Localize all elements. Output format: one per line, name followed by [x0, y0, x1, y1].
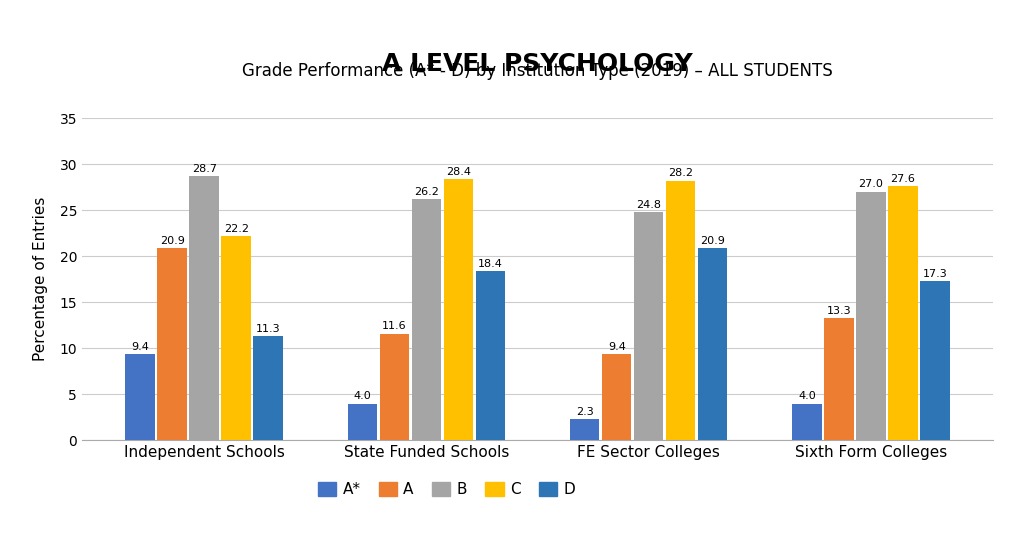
Text: 11.3: 11.3: [256, 324, 281, 334]
Text: 22.2: 22.2: [223, 224, 249, 234]
Bar: [856, 192, 886, 440]
Text: 28.4: 28.4: [446, 166, 471, 177]
Text: 26.2: 26.2: [414, 187, 439, 197]
Text: 13.3: 13.3: [826, 306, 851, 316]
Bar: [348, 403, 377, 440]
Text: 28.7: 28.7: [191, 164, 217, 174]
Bar: [443, 179, 473, 440]
Text: 20.9: 20.9: [160, 236, 184, 245]
Bar: [698, 248, 727, 440]
Text: 4.0: 4.0: [798, 391, 816, 401]
Bar: [824, 318, 854, 440]
Bar: [666, 181, 695, 440]
Title: Grade Performance (A* - D) by Institution Type (2019) – ALL STUDENTS: Grade Performance (A* - D) by Institutio…: [243, 62, 833, 81]
Bar: [888, 186, 918, 440]
Text: 24.8: 24.8: [636, 200, 662, 210]
Legend: A*, A, B, C, D: A*, A, B, C, D: [312, 476, 581, 504]
Bar: [793, 403, 821, 440]
Bar: [221, 236, 251, 440]
Text: 28.2: 28.2: [669, 169, 693, 178]
Text: 2.3: 2.3: [575, 407, 594, 417]
Bar: [634, 212, 664, 440]
Text: A LEVEL PSYCHOLOGY: A LEVEL PSYCHOLOGY: [382, 52, 693, 76]
Text: 27.0: 27.0: [858, 179, 884, 190]
Y-axis label: Percentage of Entries: Percentage of Entries: [34, 197, 48, 361]
Bar: [380, 333, 410, 440]
Bar: [158, 248, 187, 440]
Text: 17.3: 17.3: [923, 269, 947, 279]
Text: 18.4: 18.4: [478, 259, 503, 268]
Text: 9.4: 9.4: [131, 342, 150, 352]
Text: 20.9: 20.9: [700, 236, 725, 245]
Bar: [125, 354, 155, 440]
Text: 11.6: 11.6: [382, 321, 407, 331]
Bar: [189, 176, 219, 440]
Bar: [412, 199, 441, 440]
Bar: [921, 281, 950, 440]
Text: 9.4: 9.4: [608, 342, 626, 352]
Text: 4.0: 4.0: [353, 391, 372, 401]
Text: 27.6: 27.6: [891, 174, 915, 184]
Bar: [602, 354, 632, 440]
Bar: [476, 271, 505, 440]
Bar: [570, 419, 599, 440]
Bar: [254, 336, 283, 440]
